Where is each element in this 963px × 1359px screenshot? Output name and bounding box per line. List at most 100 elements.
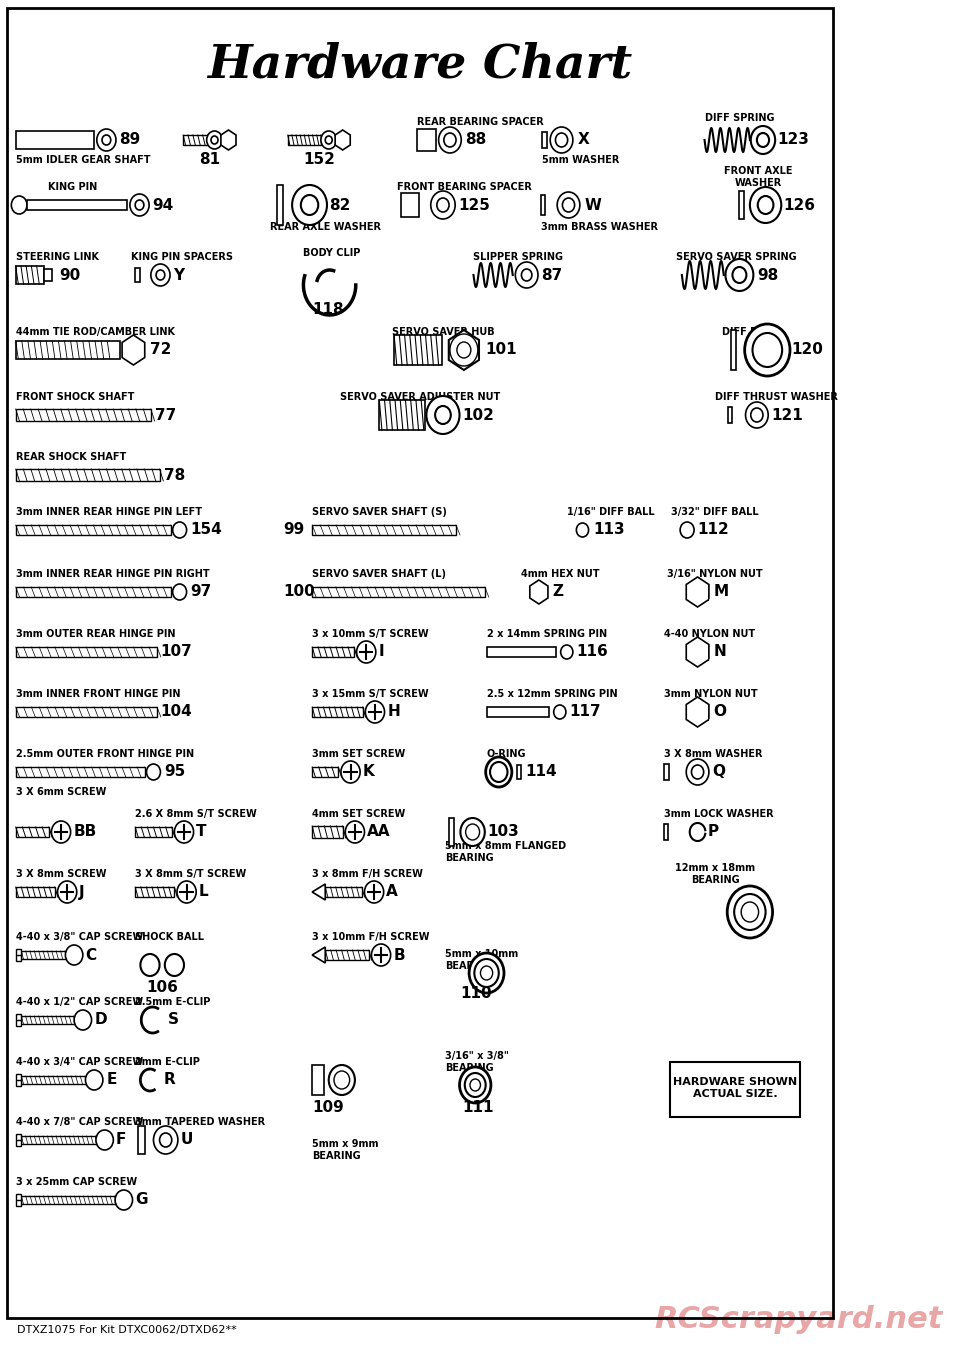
Text: G: G [135, 1192, 147, 1208]
Text: RCScrapyard.net: RCScrapyard.net [654, 1306, 943, 1335]
Text: 87: 87 [541, 268, 562, 283]
Text: DIFF SPRING: DIFF SPRING [705, 113, 774, 124]
Bar [21, 1076, 90, 1084]
Text: SHOCK BALL: SHOCK BALL [135, 932, 204, 942]
Text: R: R [164, 1072, 175, 1087]
Text: 3mm OUTER REAR HINGE PIN: 3mm OUTER REAR HINGE PIN [15, 629, 175, 639]
Text: M: M [714, 584, 728, 599]
Text: HARDWARE SHOWN
ACTUAL SIZE.: HARDWARE SHOWN ACTUAL SIZE. [673, 1078, 797, 1099]
Text: 2mm E-CLIP: 2mm E-CLIP [135, 1057, 200, 1067]
Text: 3 X 8mm WASHER: 3 X 8mm WASHER [664, 749, 763, 758]
Circle shape [444, 133, 456, 147]
Circle shape [556, 133, 567, 147]
Polygon shape [221, 130, 236, 149]
Text: REAR BEARING SPACER: REAR BEARING SPACER [417, 117, 543, 126]
Text: 5mm x 8mm FLANGED
BEARING: 5mm x 8mm FLANGED BEARING [445, 841, 566, 863]
Text: 3 x 8mm F/H SCREW: 3 x 8mm F/H SCREW [312, 868, 423, 879]
Bar [138, 1127, 144, 1154]
Text: 5mm WASHER: 5mm WASHER [542, 155, 620, 164]
Bar [740, 192, 743, 219]
Text: 81: 81 [198, 152, 220, 167]
Bar [394, 336, 442, 366]
Text: 120: 120 [792, 342, 823, 357]
Circle shape [481, 966, 493, 980]
Circle shape [328, 1065, 355, 1095]
Circle shape [554, 705, 566, 719]
Bar [486, 647, 557, 656]
Polygon shape [312, 883, 325, 900]
Circle shape [742, 902, 759, 921]
Text: Q: Q [713, 765, 725, 780]
Circle shape [177, 881, 196, 902]
Text: Hardware Chart: Hardware Chart [207, 42, 632, 88]
Text: DIFF THRUST WASHER: DIFF THRUST WASHER [715, 391, 838, 402]
Bar [21, 1017, 78, 1023]
Circle shape [130, 194, 149, 216]
Text: AA: AA [367, 825, 391, 840]
Text: 111: 111 [462, 1101, 494, 1116]
Polygon shape [687, 697, 709, 727]
Text: 89: 89 [119, 132, 141, 148]
Text: 5mm IDLER GEAR SHAFT: 5mm IDLER GEAR SHAFT [15, 155, 150, 164]
Circle shape [207, 130, 222, 149]
Bar [449, 818, 455, 847]
Bar [312, 587, 484, 597]
Text: K: K [363, 765, 375, 780]
Text: E: E [106, 1072, 117, 1087]
Bar [664, 764, 668, 780]
Text: 2.6 X 8mm S/T SCREW: 2.6 X 8mm S/T SCREW [135, 809, 257, 819]
Text: 3 x 10mm F/H SCREW: 3 x 10mm F/H SCREW [312, 932, 429, 942]
Circle shape [292, 185, 327, 226]
Text: 3mm INNER REAR HINGE PIN RIGHT: 3mm INNER REAR HINGE PIN RIGHT [15, 569, 209, 579]
Text: 106: 106 [146, 980, 178, 995]
Bar [669, 1061, 800, 1117]
Circle shape [356, 641, 376, 663]
Circle shape [334, 1071, 350, 1089]
Circle shape [321, 130, 337, 149]
Text: 12mm x 18mm
BEARING: 12mm x 18mm BEARING [675, 863, 755, 885]
Circle shape [365, 701, 384, 723]
Text: 116: 116 [577, 644, 608, 659]
Circle shape [437, 198, 449, 212]
Text: 121: 121 [771, 408, 803, 423]
Text: 2 x 14mm SPRING PIN: 2 x 14mm SPRING PIN [486, 629, 607, 639]
Circle shape [466, 824, 480, 840]
Text: 72: 72 [150, 342, 171, 357]
Circle shape [300, 194, 318, 215]
Text: B: B [393, 947, 404, 962]
Text: 125: 125 [458, 197, 490, 212]
Text: 3/16" x 3/8"
BEARING: 3/16" x 3/8" BEARING [445, 1052, 508, 1072]
Circle shape [364, 881, 383, 902]
Circle shape [744, 323, 790, 376]
Polygon shape [530, 580, 548, 603]
Text: 113: 113 [593, 522, 625, 538]
Circle shape [372, 945, 391, 966]
Bar [312, 826, 343, 839]
Text: KING PIN SPACERS: KING PIN SPACERS [131, 251, 233, 262]
Bar [15, 266, 43, 284]
Circle shape [346, 821, 364, 843]
Circle shape [560, 646, 573, 659]
Text: 3mm LOCK WASHER: 3mm LOCK WASHER [664, 809, 774, 819]
Bar [312, 647, 354, 656]
Circle shape [86, 1070, 103, 1090]
Circle shape [430, 192, 455, 219]
Text: 114: 114 [525, 765, 557, 780]
Circle shape [758, 196, 773, 213]
Bar [15, 409, 151, 421]
Text: 3mm INNER REAR HINGE PIN LEFT: 3mm INNER REAR HINGE PIN LEFT [15, 507, 201, 516]
Circle shape [74, 1010, 91, 1030]
Text: 3mm SET SCREW: 3mm SET SCREW [312, 749, 405, 758]
Bar [15, 950, 21, 961]
Bar [15, 1135, 21, 1146]
Text: SLIPPER SPRING: SLIPPER SPRING [474, 251, 563, 262]
Circle shape [151, 264, 170, 285]
Text: REAR SHOCK SHAFT: REAR SHOCK SHAFT [15, 453, 126, 462]
Text: 3/16" NYLON NUT: 3/16" NYLON NUT [667, 569, 763, 579]
Circle shape [146, 764, 161, 780]
Circle shape [450, 334, 478, 366]
Circle shape [465, 1074, 485, 1097]
Text: 5mm x 9mm
BEARING: 5mm x 9mm BEARING [312, 1139, 378, 1161]
Circle shape [97, 129, 116, 151]
Bar [183, 135, 208, 145]
